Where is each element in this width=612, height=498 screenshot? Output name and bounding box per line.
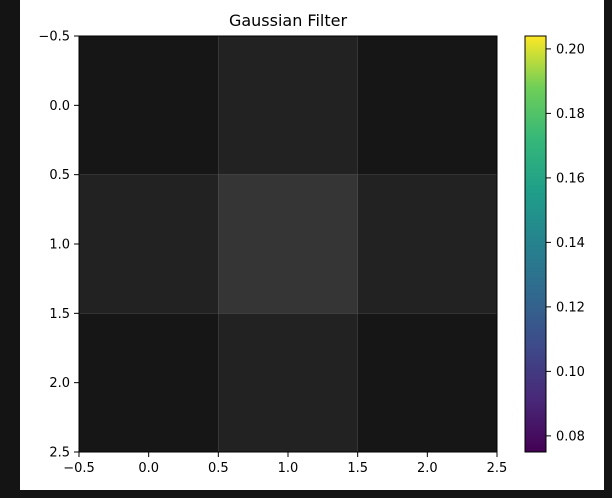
x-tick-label: 1.0 — [278, 461, 299, 476]
colorbar-tick-label: 0.12 — [556, 300, 585, 315]
y-tick-label: −0.5 — [38, 30, 70, 45]
y-tick-label: 1.0 — [49, 238, 70, 253]
colorbar-tick-label: 0.10 — [556, 365, 585, 380]
x-tick-label: 1.5 — [347, 461, 368, 476]
x-tick-label: 0.5 — [208, 461, 229, 476]
heatmap-cell — [357, 174, 497, 314]
colorbar-tick-label: 0.18 — [556, 107, 585, 122]
y-tick-label: 2.5 — [49, 446, 70, 461]
colorbar — [524, 35, 547, 453]
y-axis: −0.5 0.0 0.5 1.0 1.5 2.0 2.5 — [38, 30, 79, 461]
heatmap-cell — [79, 36, 219, 175]
heatmap-cell — [79, 174, 219, 314]
y-tick-label: 0.5 — [49, 168, 70, 183]
heatmap-cells — [79, 36, 497, 452]
y-tick-label: 0.0 — [49, 99, 70, 114]
colorbar-tick-label: 0.20 — [556, 42, 585, 57]
colorbar-tick-label: 0.16 — [556, 171, 585, 186]
plot-frame — [78, 35, 498, 453]
chart-title: Gaussian Filter — [229, 11, 348, 30]
heatmap-cell — [357, 313, 497, 452]
x-tick-label: 2.5 — [487, 461, 508, 476]
heatmap-cell — [218, 313, 358, 452]
x-tick-label: 2.0 — [417, 461, 438, 476]
x-tick-label: −0.5 — [63, 461, 95, 476]
x-axis: −0.5 0.0 0.5 1.0 1.5 2.0 2.5 — [63, 452, 507, 476]
heatmap-cell — [357, 36, 497, 175]
colorbar-tick-label: 0.08 — [556, 429, 585, 444]
heatmap-cell — [218, 174, 358, 314]
colorbar-tick-label: 0.14 — [556, 236, 585, 251]
heatmap-cell — [79, 313, 219, 452]
x-tick-label: 0.0 — [138, 461, 159, 476]
y-tick-label: 1.5 — [49, 307, 70, 322]
y-tick-label: 2.0 — [49, 376, 70, 391]
heatmap-cell — [218, 36, 358, 175]
colorbar-ticks: 0.08 0.10 0.12 0.14 0.16 0.18 0.20 — [546, 42, 585, 444]
